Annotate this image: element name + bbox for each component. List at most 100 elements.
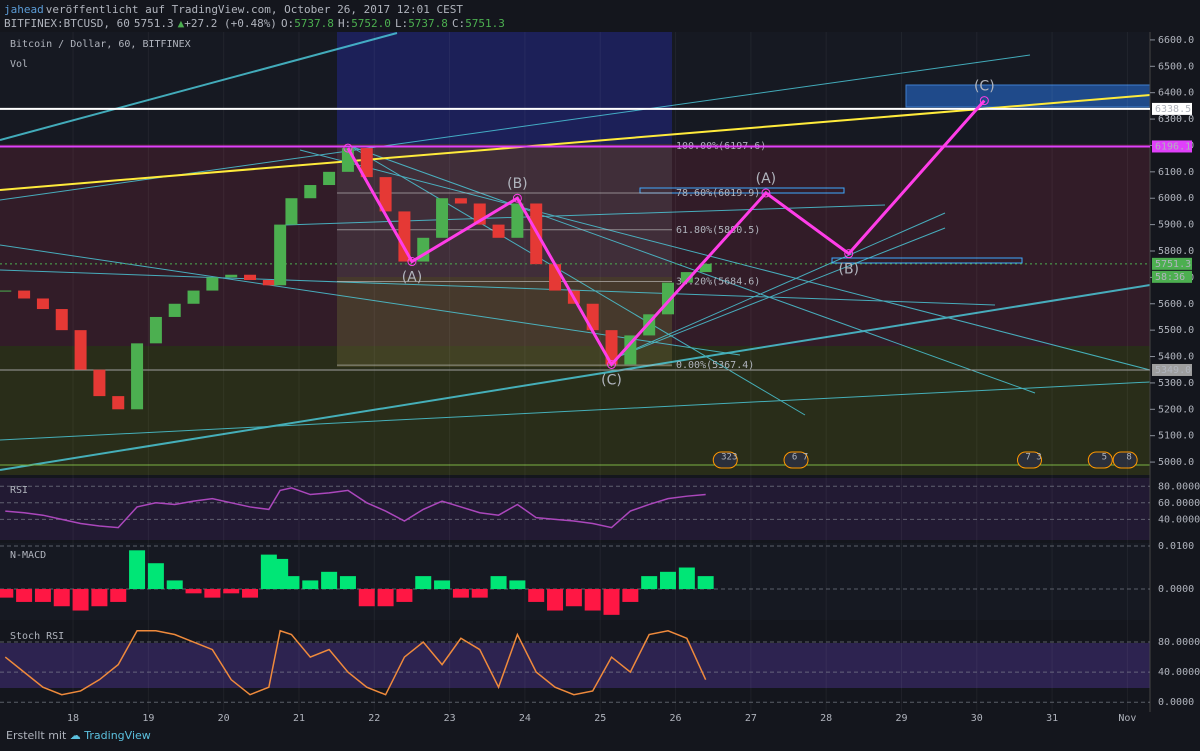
- macd-bar: [660, 571, 677, 590]
- macd-bar: [584, 589, 601, 611]
- trend-line: [299, 149, 1151, 371]
- wave-point: [979, 96, 989, 106]
- wave-line: [346, 99, 986, 367]
- brand[interactable]: TradingView: [84, 729, 151, 742]
- price-tag-label: 5349.0: [1155, 365, 1191, 376]
- event-badges: 323 6 7 7 3 5 8: [712, 451, 1138, 469]
- y-tick-label: 5400.0: [1158, 352, 1194, 363]
- x-tick-label: 26: [670, 713, 682, 724]
- y-tick-label: 5500.0: [1158, 325, 1194, 336]
- candle: [699, 263, 712, 273]
- candle: [605, 330, 618, 365]
- candle: [285, 198, 298, 225]
- candle: [225, 274, 238, 278]
- macd-bar: [302, 580, 319, 590]
- x-tick-label: 30: [971, 713, 983, 724]
- y-tick-label: 5100.0: [1158, 431, 1194, 442]
- macd-bar: [678, 567, 695, 590]
- event-label: 7 3: [1025, 453, 1041, 463]
- candle: [149, 316, 162, 344]
- macd-bar: [358, 589, 375, 607]
- countdown-tag: [1152, 270, 1192, 283]
- macd-bar: [53, 589, 70, 607]
- wave-label: (A): [402, 270, 423, 286]
- candle: [274, 224, 287, 286]
- stoch-band: [0, 643, 1150, 688]
- y-tick-label: 5300.0: [1158, 378, 1194, 389]
- event-badge: [1112, 451, 1138, 469]
- macd-bar: [547, 589, 564, 611]
- event-label: 323: [721, 453, 737, 463]
- macd-bar: [147, 563, 164, 590]
- yellow-trend: [0, 94, 1151, 191]
- x-tick-label: 23: [444, 713, 456, 724]
- wave-label: (A): [756, 171, 777, 187]
- candle: [206, 277, 219, 291]
- candle: [55, 309, 68, 331]
- panel-title: RSI: [10, 485, 28, 496]
- indicator-line: [4, 629, 707, 696]
- y-tick-label: 80.0000: [1158, 481, 1200, 492]
- author[interactable]: jahead: [4, 3, 44, 16]
- event-badge: [1087, 451, 1113, 469]
- fib-marker: [639, 187, 845, 194]
- wave-point: [343, 143, 353, 153]
- candle: [187, 290, 200, 304]
- price-tag: [1152, 257, 1192, 270]
- rsi-panel: [0, 478, 1150, 540]
- event-label: 8: [1126, 453, 1131, 463]
- published: veröffentlicht auf TradingView.com, Octo…: [45, 3, 463, 16]
- made-with: Erstellt mit: [6, 729, 67, 742]
- header-line-2: BITFINEX:BTCUSD, 60 5751.3 ▲+27.2 (+0.48%)…: [4, 17, 509, 30]
- wave-label: (B): [838, 262, 859, 278]
- candle: [36, 298, 49, 310]
- change: +27.2 (+0.48%): [184, 17, 277, 30]
- candle: [168, 303, 181, 317]
- wave-point: [844, 249, 854, 259]
- x-tick-label: 31: [1046, 713, 1058, 724]
- event-label: 6 7: [792, 453, 808, 463]
- x-tick-label: 18: [67, 713, 79, 724]
- candle: [93, 369, 106, 397]
- macd-bar: [396, 589, 413, 602]
- macd-bar: [622, 589, 639, 602]
- macd-bar: [415, 576, 432, 590]
- candle: [492, 224, 505, 238]
- trend-line: [0, 269, 996, 306]
- macd-bar: [129, 550, 146, 590]
- fib-label: 0.00%(5367.4): [676, 360, 754, 371]
- panel-title: N-MACD: [10, 550, 46, 561]
- macd-bar: [528, 589, 545, 602]
- price-tag: [1152, 140, 1192, 153]
- x-tick-label: 20: [218, 713, 230, 724]
- price-tag: [1152, 363, 1192, 376]
- wave-label: (C): [974, 79, 995, 95]
- candle: [262, 280, 275, 286]
- y-tick-label: 6000.0: [1158, 193, 1194, 204]
- candle: [511, 203, 524, 238]
- price-tag-label: 6338.5: [1155, 104, 1191, 115]
- fib-box-mid: [337, 144, 672, 277]
- macd-bar: [697, 576, 714, 590]
- last-price: 5751.3: [133, 17, 174, 30]
- candle: [323, 171, 336, 186]
- x-tick-label: 25: [594, 713, 606, 724]
- macd-bar: [377, 589, 394, 607]
- symbol: BITFINEX:BTCUSD, 60: [4, 17, 130, 30]
- ohlc-key: L:: [394, 17, 409, 30]
- macd-bar: [603, 589, 620, 615]
- fib-marker: [831, 257, 1023, 264]
- y-tick-label: 6400.0: [1158, 88, 1194, 99]
- event-badge: [712, 451, 738, 469]
- macd-bar: [16, 589, 33, 602]
- candle: [244, 274, 257, 281]
- candle: [360, 148, 373, 178]
- y-tick-label: 6300.0: [1158, 114, 1194, 125]
- macd-bar: [166, 580, 183, 590]
- wave-point: [607, 359, 617, 369]
- countdown: 58:36: [1155, 272, 1185, 283]
- x-tick-label: 28: [820, 713, 832, 724]
- candle: [131, 343, 144, 410]
